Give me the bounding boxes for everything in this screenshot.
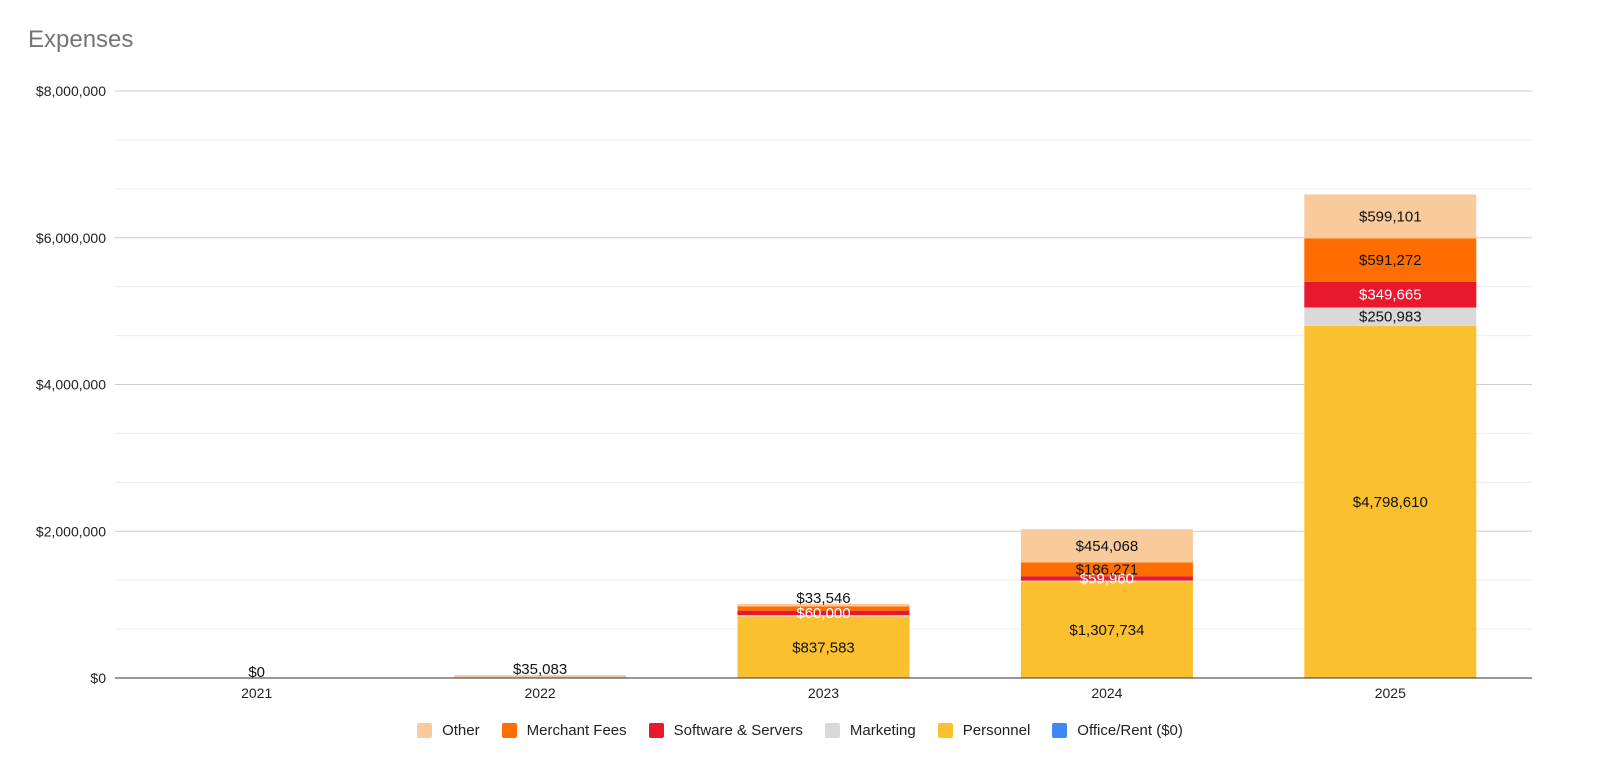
data-label: $186,271 — [1076, 561, 1139, 578]
x-tick-label: 2025 — [1375, 685, 1406, 701]
bar-segment — [1304, 194, 1477, 239]
y-tick-label: $0 — [90, 670, 106, 686]
chart-legend: Other Merchant Fees Software & Servers Mark… — [0, 722, 1600, 739]
y-tick-label: $8,000,000 — [36, 83, 106, 99]
bar-segment — [1304, 325, 1477, 678]
legend-swatch — [648, 723, 664, 738]
legend-item: Software & Servers — [648, 722, 803, 739]
data-label: $4,798,610 — [1353, 494, 1428, 511]
chart-title: Expenses — [28, 26, 134, 53]
legend-label: Marketing — [849, 722, 916, 739]
legend-item: Marketing — [824, 722, 916, 739]
bar-segment — [1020, 576, 1193, 581]
y-tick-label: $6,000,000 — [36, 230, 106, 246]
bar-segment — [737, 615, 910, 617]
data-label: $59,960 — [1080, 570, 1134, 587]
data-label: $1,307,734 — [1069, 622, 1144, 639]
legend-swatch — [824, 723, 840, 738]
legend-swatch — [501, 723, 517, 738]
legend-label: Other — [442, 722, 480, 739]
data-label: $33,546 — [796, 590, 850, 607]
legend-item: Other — [417, 722, 480, 739]
bar-segment — [1020, 529, 1193, 563]
bar-segment — [737, 610, 910, 616]
data-label: $35,083 — [513, 661, 567, 678]
data-label: $837,583 — [792, 639, 855, 656]
legend-swatch — [1052, 723, 1068, 738]
data-label: $60,000 — [796, 605, 850, 622]
bar-segment — [1304, 238, 1477, 282]
legend-label: Merchant Fees — [526, 722, 627, 739]
legend-label: Personnel — [962, 722, 1031, 739]
x-tick-label: 2022 — [525, 685, 556, 701]
x-tick-label: 2024 — [1091, 685, 1122, 701]
bar-segment — [737, 603, 910, 607]
bar-segment — [454, 675, 627, 678]
bar-segment — [1304, 281, 1477, 308]
data-label: $599,101 — [1359, 208, 1422, 225]
data-label: $349,665 — [1359, 287, 1422, 304]
x-tick-label: 2021 — [241, 685, 272, 701]
data-label: $454,068 — [1076, 538, 1139, 555]
x-tick-label: 2023 — [808, 685, 839, 701]
legend-item: Office/Rent ($0) — [1052, 722, 1183, 739]
data-label: $0 — [248, 664, 265, 681]
legend-swatch — [417, 723, 433, 738]
legend-item: Merchant Fees — [501, 722, 627, 739]
legend-label: Office/Rent ($0) — [1077, 722, 1183, 739]
data-labels-group: $0 2021 $35,083 2022 $837,583 $60,000$33,546 2… — [241, 208, 1428, 701]
bar-segment — [1304, 307, 1477, 326]
bar-segment — [737, 606, 910, 611]
data-label: $250,983 — [1359, 309, 1422, 326]
bar-segment — [1020, 580, 1193, 583]
bar-segment — [1020, 562, 1193, 577]
y-tick-label: $2,000,000 — [36, 523, 106, 539]
legend-swatch — [937, 723, 953, 738]
data-label: $591,272 — [1359, 252, 1422, 269]
bar-segment — [737, 616, 910, 678]
y-tick-label: $4,000,000 — [36, 377, 106, 393]
legend-label: Software & Servers — [673, 722, 803, 739]
legend-item: Personnel — [937, 722, 1031, 739]
bars-group — [454, 194, 1477, 678]
bar-segment — [1020, 582, 1193, 678]
